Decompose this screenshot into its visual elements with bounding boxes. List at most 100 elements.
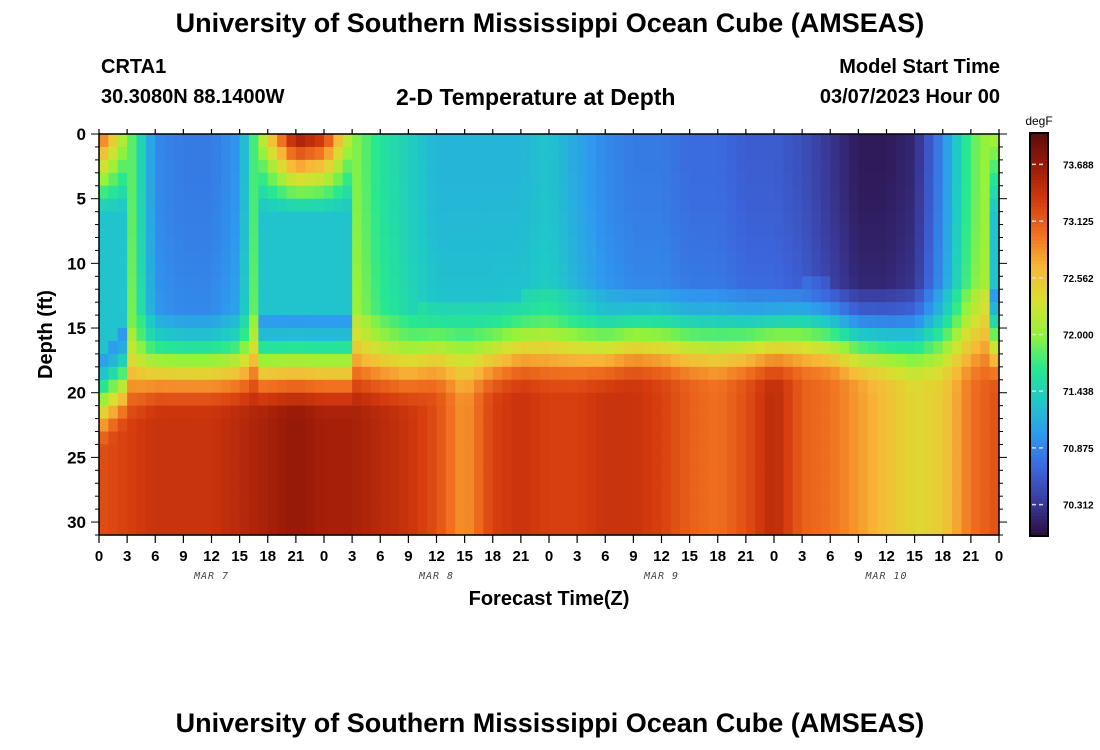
heatmap-cell xyxy=(680,185,691,200)
heatmap-cell xyxy=(436,379,447,394)
heatmap-cell xyxy=(914,405,925,420)
heatmap-cell xyxy=(342,198,353,213)
heatmap-cell xyxy=(361,315,372,329)
heatmap-cell xyxy=(249,276,259,290)
heatmap-cell xyxy=(886,483,897,497)
heatmap-cell xyxy=(492,302,503,316)
heatmap-cell xyxy=(267,263,278,277)
heatmap-cell xyxy=(108,470,119,484)
heatmap-cell xyxy=(295,353,306,368)
heatmap-cell xyxy=(970,392,981,407)
heatmap-cell xyxy=(549,509,559,523)
heatmap-cell xyxy=(942,263,953,277)
heatmap-cell xyxy=(867,431,878,446)
heatmap-cell xyxy=(305,276,316,290)
heatmap-cell xyxy=(558,444,569,458)
heatmap-cell xyxy=(352,146,363,161)
x-tick-label: 3 xyxy=(348,548,356,565)
heatmap-cell xyxy=(352,340,363,355)
heatmap-cell xyxy=(849,496,859,510)
heatmap-cell xyxy=(970,366,981,381)
heatmap-cell xyxy=(361,340,372,355)
heatmap-cell xyxy=(633,457,644,471)
heatmap-cell xyxy=(877,146,888,161)
heatmap-cell xyxy=(774,483,784,497)
heatmap-cell xyxy=(867,392,878,407)
heatmap-cell xyxy=(455,263,466,277)
heatmap-cell xyxy=(464,470,475,484)
heatmap-cell xyxy=(417,470,428,484)
heatmap-cell xyxy=(183,470,194,484)
heatmap-cell xyxy=(914,340,925,355)
heatmap-cell xyxy=(239,470,250,484)
heatmap-cell xyxy=(136,509,147,523)
heatmap-cell xyxy=(595,470,606,484)
heatmap-cell xyxy=(586,134,597,148)
heatmap-cell xyxy=(680,431,691,446)
heatmap-cell xyxy=(933,237,944,252)
heatmap-cell xyxy=(277,340,288,355)
heatmap-cell xyxy=(342,392,353,407)
heatmap-cell xyxy=(408,185,419,200)
heatmap-cell xyxy=(680,172,691,187)
heatmap-cell xyxy=(155,496,166,510)
heatmap-cell xyxy=(295,457,306,471)
heatmap-cell xyxy=(858,340,869,355)
heatmap-cell xyxy=(108,405,119,420)
heatmap-cell xyxy=(174,315,184,329)
heatmap-cell xyxy=(624,185,634,200)
heatmap-cell xyxy=(230,470,241,484)
heatmap-cell xyxy=(127,522,138,536)
heatmap-cell xyxy=(652,405,663,420)
heatmap-cell xyxy=(230,496,241,510)
heatmap-cell xyxy=(624,392,634,407)
heatmap-cell xyxy=(811,159,822,174)
heatmap-cell xyxy=(277,276,288,290)
heatmap-cell xyxy=(464,483,475,497)
heatmap-cell xyxy=(277,159,288,174)
heatmap-cell xyxy=(942,172,953,187)
heatmap-cell xyxy=(670,366,681,381)
heatmap-cell xyxy=(136,289,147,303)
heatmap-cell xyxy=(877,276,888,290)
heatmap-cell xyxy=(202,302,213,316)
heatmap-cell xyxy=(539,315,550,329)
heatmap-cell xyxy=(117,315,128,329)
heatmap-cell xyxy=(352,185,363,200)
colorbar-segment xyxy=(1030,220,1048,225)
heatmap-cell xyxy=(220,379,231,394)
heatmap-cell xyxy=(286,470,297,484)
heatmap-cell xyxy=(624,172,634,187)
heatmap-cell xyxy=(520,457,531,471)
x-tick-label: 21 xyxy=(513,548,530,565)
heatmap-cell xyxy=(370,250,381,264)
heatmap-cell xyxy=(877,289,888,303)
heatmap-cell xyxy=(961,457,972,471)
heatmap-cell xyxy=(408,379,419,394)
heatmap-cell xyxy=(192,328,203,342)
heatmap-cell xyxy=(117,366,128,381)
heatmap-cell xyxy=(877,353,888,368)
heatmap-cell xyxy=(708,276,719,290)
heatmap-cell xyxy=(539,340,550,355)
heatmap-cell xyxy=(539,328,550,342)
heatmap-cell xyxy=(211,405,222,420)
heatmap-cell xyxy=(764,366,775,381)
heatmap-cell xyxy=(305,172,316,187)
heatmap-cell xyxy=(333,185,344,200)
heatmap-cell xyxy=(249,198,259,213)
heatmap-cell xyxy=(286,522,297,536)
heatmap-cell xyxy=(849,185,859,200)
heatmap-cell xyxy=(764,522,775,536)
heatmap-cell xyxy=(520,353,531,368)
heatmap-cell xyxy=(352,224,363,239)
heatmap-cell xyxy=(520,224,531,239)
heatmap-cell xyxy=(492,198,503,213)
heatmap-cell xyxy=(830,418,841,433)
heatmap-cell xyxy=(867,134,878,148)
heatmap-cell xyxy=(258,431,269,446)
heatmap-cell xyxy=(324,353,334,368)
heatmap-cell xyxy=(624,457,634,471)
heatmap-cell xyxy=(914,431,925,446)
heatmap-cell xyxy=(136,444,147,458)
